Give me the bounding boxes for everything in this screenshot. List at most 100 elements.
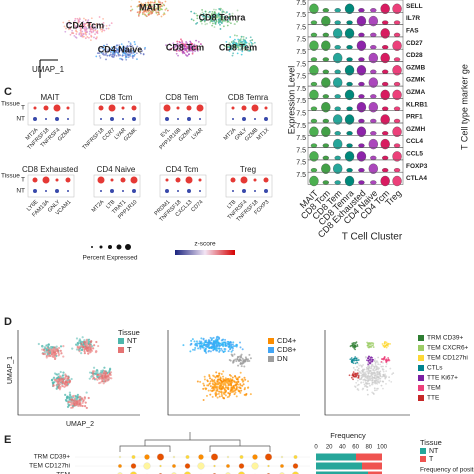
cell-dot xyxy=(353,373,356,376)
cell-dot xyxy=(239,371,242,374)
cell-dot xyxy=(59,370,62,374)
violin xyxy=(370,180,377,185)
cell-dot xyxy=(238,355,241,358)
legend-label: TEM CD127hi xyxy=(427,355,468,362)
cell-dot xyxy=(251,43,253,45)
cell-dot xyxy=(376,366,379,369)
cell-dot xyxy=(218,349,221,352)
cell-dot xyxy=(92,376,96,379)
cell-dot xyxy=(143,4,146,6)
cell-dot xyxy=(96,52,99,55)
cell-dot xyxy=(354,356,357,358)
cell-dot xyxy=(217,347,220,350)
gene-label: GZMH xyxy=(406,126,425,133)
cell-dot xyxy=(162,13,165,16)
bar-t xyxy=(356,453,382,461)
cell-dot xyxy=(389,343,391,345)
cell-dot xyxy=(192,49,194,52)
cell-dot xyxy=(73,35,76,37)
cell-dot xyxy=(376,361,379,364)
cell-dot xyxy=(369,384,371,387)
cell-dot xyxy=(139,52,142,55)
cell-dot xyxy=(355,357,358,360)
freq-dot xyxy=(292,471,299,474)
violin xyxy=(321,77,331,88)
cell-dot xyxy=(376,372,379,375)
cell-dot xyxy=(224,344,227,347)
cell-dot xyxy=(68,20,70,22)
expr-dot xyxy=(110,117,114,121)
cell-dot xyxy=(50,378,54,381)
cell-dot xyxy=(84,25,87,28)
cell-dot xyxy=(222,19,225,22)
cell-dot xyxy=(373,367,376,369)
cell-dot xyxy=(380,360,383,363)
violin xyxy=(334,20,341,25)
cell-dot xyxy=(240,35,243,38)
cell-dot xyxy=(127,56,130,59)
legend-title: Tissue xyxy=(118,328,140,337)
cell-dot xyxy=(133,55,135,57)
cell-dot xyxy=(223,45,226,48)
cell-dot xyxy=(83,352,86,355)
cell-dot xyxy=(239,346,242,349)
cell-dot xyxy=(71,347,74,350)
cell-dot xyxy=(55,384,58,387)
cell-dot xyxy=(205,341,208,344)
cell-dot xyxy=(372,342,375,345)
violin xyxy=(356,40,367,51)
violin-tick-label: 7.5 xyxy=(296,147,306,154)
legend-label: TRM CD39+ xyxy=(427,335,464,342)
cell-dot xyxy=(92,23,95,25)
cell-dot xyxy=(385,370,388,373)
cell-dot xyxy=(106,377,109,380)
cell-dot xyxy=(215,14,218,17)
cell-dot xyxy=(357,374,360,377)
cell-dot xyxy=(74,17,77,20)
violin xyxy=(370,118,377,124)
cell-dot xyxy=(83,341,86,344)
cell-dot xyxy=(112,50,115,53)
cell-dot xyxy=(102,52,105,55)
cell-dot xyxy=(374,363,377,365)
freq-dot xyxy=(252,454,258,460)
cell-dot xyxy=(361,376,363,379)
expr-dot xyxy=(176,106,180,110)
cell-dot xyxy=(103,48,106,51)
cell-dot xyxy=(372,392,375,395)
violin xyxy=(322,118,329,124)
cell-dot xyxy=(98,52,101,55)
expr-dot xyxy=(187,189,191,193)
cell-dot xyxy=(224,383,227,386)
cell-dot xyxy=(370,383,373,386)
cell-dot xyxy=(175,50,178,52)
cell-dot xyxy=(194,50,196,53)
cell-dot xyxy=(103,44,106,47)
cell-dot xyxy=(232,390,235,393)
cell-dot xyxy=(367,379,370,382)
cell-dot xyxy=(155,7,158,10)
expr-dot xyxy=(110,189,114,193)
cell-dot xyxy=(192,348,195,351)
cell-dot xyxy=(147,13,150,16)
umap-subsets xyxy=(348,340,395,396)
cell-dot xyxy=(242,38,245,41)
cell-dot xyxy=(140,2,143,5)
freq-tick: 20 xyxy=(326,445,333,451)
umap-tissue xyxy=(37,336,113,410)
cell-dot xyxy=(221,341,224,344)
violin xyxy=(322,155,329,161)
cell-dot xyxy=(65,399,68,403)
violin xyxy=(370,94,377,99)
violin xyxy=(380,89,390,101)
cell-dot xyxy=(237,46,240,48)
cell-dot xyxy=(129,50,132,52)
cell-dot xyxy=(157,11,160,14)
cell-dot xyxy=(85,340,88,343)
cell-dot xyxy=(83,27,86,29)
cell-dot xyxy=(94,372,97,375)
cell-dot xyxy=(76,404,80,407)
violin-tick-label: 7.5 xyxy=(296,86,306,93)
cell-dot xyxy=(72,399,76,402)
cell-dot xyxy=(106,50,109,53)
